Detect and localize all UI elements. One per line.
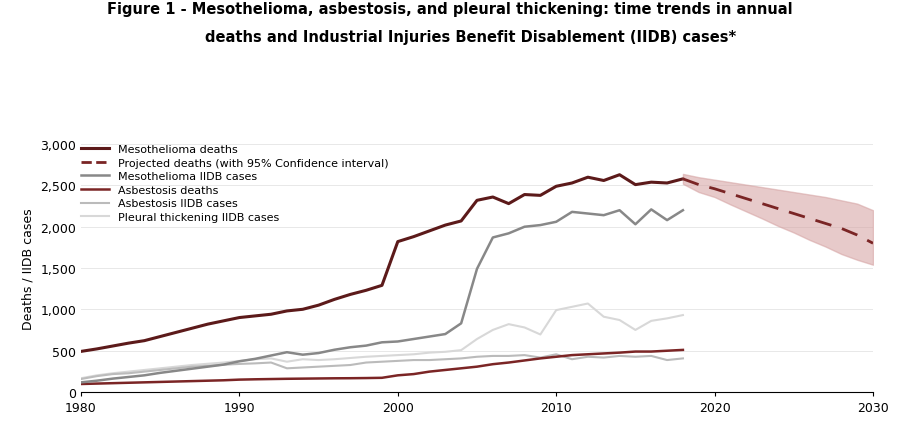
- Y-axis label: Deaths / IIDB cases: Deaths / IIDB cases: [22, 208, 35, 329]
- Text: Figure 1 - Mesothelioma, asbestosis, and pleural thickening: time trends in annu: Figure 1 - Mesothelioma, asbestosis, and…: [107, 2, 793, 17]
- Legend: Mesothelioma deaths, Projected deaths (with 95% Confidence interval), Mesothelio: Mesothelioma deaths, Projected deaths (w…: [81, 145, 388, 222]
- Text: deaths and Industrial Injuries Benefit Disablement (IIDB) cases*: deaths and Industrial Injuries Benefit D…: [164, 30, 736, 45]
